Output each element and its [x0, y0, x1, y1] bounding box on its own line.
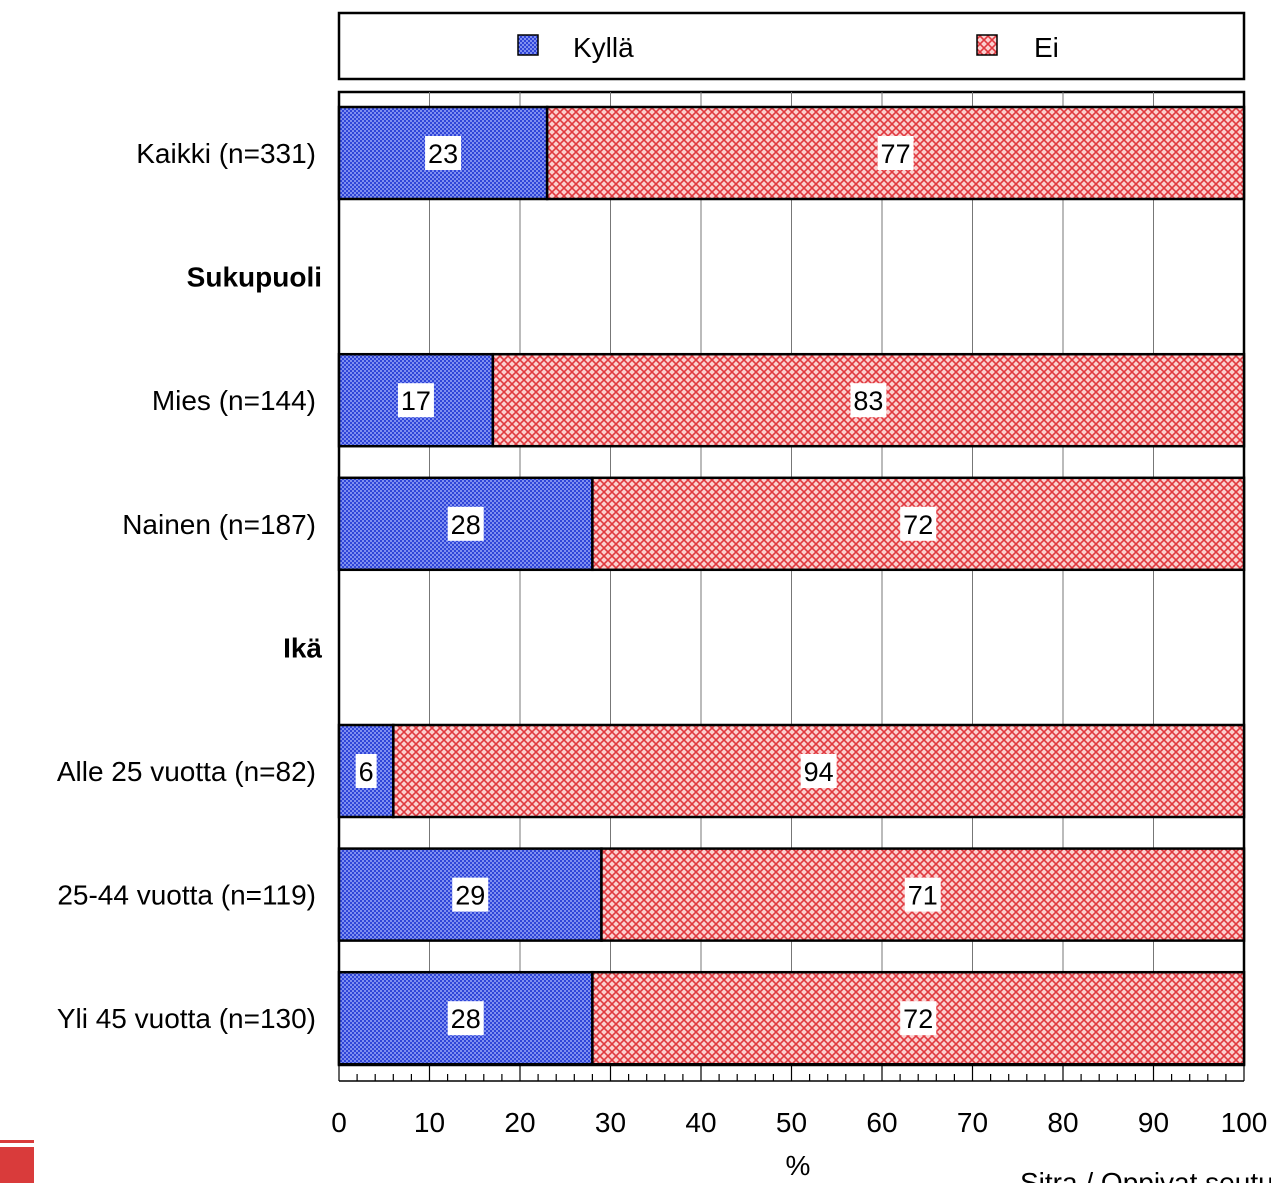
- legend-frame: [337, 11, 1246, 81]
- data-label-bg: [877, 136, 914, 170]
- x-axis: 0 10 20 30 40 50 60 70 80 90 100: [331, 1065, 1267, 1138]
- sitra-logo: [0, 1140, 34, 1183]
- source-note: Sitra / Oppivat seutu: [1020, 1167, 1271, 1183]
- category-labels: Kaikki (n=331) Sukupuoli Mies (n=144) Naine…: [57, 138, 323, 1034]
- data-label: 28: [451, 1004, 481, 1034]
- data-label: 71: [908, 881, 938, 911]
- x-tick-label: 100: [1221, 1107, 1268, 1138]
- data-label-bg: [397, 383, 434, 418]
- category-label: Mies (n=144): [152, 385, 316, 416]
- data-label-bg: [800, 754, 837, 788]
- data-label: 23: [428, 139, 458, 169]
- x-tick-label: 40: [685, 1107, 716, 1138]
- x-tick-label: 0: [331, 1107, 347, 1138]
- legend-label-ei: Ei: [1034, 32, 1059, 63]
- category-label: Alle 25 vuotta (n=82): [57, 756, 316, 787]
- data-label-bg: [900, 506, 937, 541]
- data-label-bg: [447, 506, 484, 541]
- legend-swatch-ei: [976, 34, 998, 56]
- data-label: 94: [804, 757, 834, 787]
- bars: 23 77 17 83 28 72 6 94 29 71 28 72: [337, 105, 1246, 1066]
- x-tick-label: 20: [504, 1107, 535, 1138]
- x-tick-label: 30: [595, 1107, 626, 1138]
- x-tick-label: 60: [866, 1107, 897, 1138]
- data-label-bg: [900, 1001, 937, 1036]
- x-tick-label: 80: [1047, 1107, 1078, 1138]
- data-label: 28: [451, 510, 481, 540]
- legend: Kyllä Ei: [337, 11, 1246, 81]
- data-label-bg: [447, 1001, 484, 1036]
- category-label: 25-44 vuotta (n=119): [57, 880, 316, 911]
- x-axis-title: %: [786, 1150, 811, 1181]
- data-label: 17: [401, 386, 431, 416]
- data-label-bg: [425, 136, 462, 170]
- data-label-bg: [904, 877, 941, 912]
- data-label: 6: [359, 757, 374, 787]
- x-tick-label: 70: [957, 1107, 988, 1138]
- legend-swatch-kylla: [517, 34, 539, 56]
- category-label: Nainen (n=187): [122, 509, 316, 540]
- legend-label-kylla: Kyllä: [573, 32, 634, 63]
- group-header-label: Ikä: [283, 632, 322, 663]
- group-header-label: Sukupuoli: [187, 262, 322, 293]
- x-tick-label: 10: [414, 1107, 445, 1138]
- data-label: 29: [455, 881, 485, 911]
- data-label: 72: [903, 1004, 933, 1034]
- data-label-bg: [850, 383, 887, 418]
- x-tick-label: 90: [1138, 1107, 1169, 1138]
- category-label: Kaikki (n=331): [136, 138, 316, 169]
- data-label: 77: [881, 139, 911, 169]
- data-label-bg: [452, 877, 489, 912]
- x-tick-label: 50: [776, 1107, 807, 1138]
- data-label: 72: [903, 510, 933, 540]
- data-label: 83: [853, 386, 883, 416]
- category-label: Yli 45 vuotta (n=130): [57, 1003, 316, 1034]
- data-label-bg: [355, 754, 377, 788]
